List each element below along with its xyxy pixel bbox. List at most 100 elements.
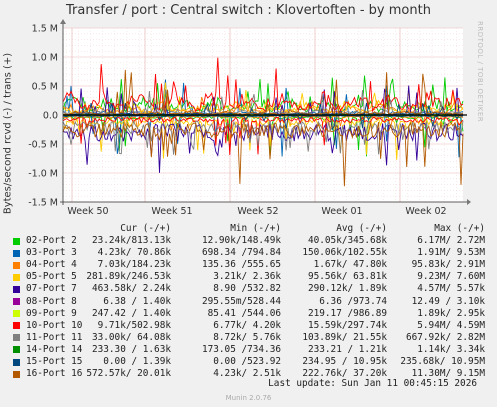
legend-value-cur: 6.38 / 1.40k [103,295,171,307]
x-tick-label: Week 01 [321,206,362,217]
legend-value-max: 4.57M/ 5.57k [417,283,485,295]
chart-title: Transfer / port : Central switch : Klove… [66,3,431,18]
legend-series-name: 11-Port 11 [26,331,83,343]
chart-area: 1.5 M 1.0 M 0.5 M 0.0 -0.5 M -1.0 M -1.5 M Wee… [28,19,471,217]
legend-row: 04-Port 4 7.03k/184.23k 135.36 /555.65 1.67… [12,259,497,271]
y-axis-arrow [60,19,66,24]
legend-value-cur: 7.03k/184.23k [97,259,171,271]
legend-value-avg: 234.95 / 10.95k [302,356,387,368]
rrdtool-credit: RRDTOOL / TOBI OETIKER [476,21,484,123]
legend-value-min: 6.77k/ 4.20k [213,319,281,331]
legend-row: 11-Port 11 33.00k/ 64.08k 8.72k/ 5.76k 103.… [12,332,497,344]
series-line-trans [62,69,464,116]
legend-row: 15-Port 15 0.00 / 1.39k 0.00 /523.92 234.95… [12,356,497,368]
legend-series-name: 15-Port 15 [26,356,83,368]
legend-table: Cur (-/+) Min (-/+) Avg (-/+) Max (-/+) 02-P… [12,223,497,380]
legend-value-min: 295.55m/528.44 [201,295,281,307]
series-line-trans [62,75,464,114]
legend-value-max: 11.30M/ 9.15M [411,368,485,380]
legend-swatch [13,370,20,378]
legend-row: 03-Port 3 4.23k/ 70.86k 698.34 /794.84 150.… [12,247,497,259]
x-tick-label: Week 52 [237,206,278,217]
legend-series-name: 08-Port 8 [26,295,77,307]
y-tick-label: 1.5 M [32,24,58,35]
legend-swatch [13,285,20,293]
legend-value-cur: 0.00 / 1.39k [103,356,171,368]
legend-value-max: 667.92k/ 2.82M [405,331,485,343]
legend-value-avg: 95.56k/ 63.81k [307,271,387,283]
legend-column-header: Min (-/+) [230,223,281,234]
x-tick-label: Week 51 [151,206,192,217]
legend-value-min: 0.00 /523.92 [213,356,281,368]
legend-swatch [13,322,20,330]
legend-value-min: 135.36 /555.65 [201,259,281,271]
series-line-trans [62,57,464,113]
legend-value-cur: 247.42 / 1.40k [91,307,171,319]
y-tick-label: -1.0 M [28,169,58,180]
legend-value-max: 5.94M/ 4.59M [417,319,485,331]
legend-row: 09-Port 9 247.42 / 1.40k 85.41 /544.06 219.… [12,308,497,320]
legend-value-max: 235.68k/ 10.95M [400,356,485,368]
y-tick-label: 0.0 [43,111,58,122]
legend-swatch [13,261,20,269]
legend-value-cur: 4.23k/ 70.86k [97,247,171,259]
legend-value-cur: 463.58k/ 2.24k [91,283,171,295]
legend-row: 16-Port 16 572.57k/ 20.01k 4.23k/ 2.51k 222… [12,368,497,380]
legend-value-avg: 219.17 /986.89 [307,307,387,319]
y-tick-label: 1.0 M [32,53,58,64]
munin-version: Munin 2.0.76 [225,394,272,402]
legend-value-max: 12.49 / 3.10k [411,295,485,307]
axes [60,19,471,205]
y-tick-labels: 1.5 M 1.0 M 0.5 M 0.0 -0.5 M -1.0 M -1.5 M [28,24,58,209]
legend-value-max: 95.83k/ 2.91M [411,259,485,271]
legend-swatch [13,237,20,245]
legend-swatch [13,298,20,306]
legend-row: 05-Port 5 281.89k/246.53k 3.21k/ 2.36k 95.5… [12,271,497,283]
legend-value-min: 12.90k/148.49k [201,235,281,247]
legend-value-avg: 150.06k/102.55k [302,247,387,259]
legend-series-name: 14-Port 14 [26,343,83,355]
legend-swatch [13,249,20,257]
legend-column-header: Max (-/+) [434,223,485,234]
legend-swatch [13,310,20,318]
legend-value-cur: 281.89k/246.53k [86,271,171,283]
series-line-rcvd [62,117,464,160]
legend-column-header: Avg (-/+) [336,223,387,234]
legend-swatch [13,273,20,281]
x-tick-labels: Week 50 Week 51 Week 52 Week 01 Week 02 [67,206,446,217]
legend-value-avg: 290.12k/ 1.89k [307,283,387,295]
y-tick-label: -0.5 M [28,140,58,151]
legend-series-name: 03-Port 3 [26,247,77,259]
legend-value-avg: 1.67k/ 47.80k [313,259,387,271]
legend-series-name: 16-Port 16 [26,368,83,380]
legend-value-avg: 6.36 /973.74 [319,295,387,307]
legend-swatch [13,346,20,354]
legend-value-avg: 40.05k/345.68k [307,235,387,247]
legend-series-name: 10-Port 10 [26,319,83,331]
legend-value-cur: 23.24k/813.13k [91,235,171,247]
legend-row: 02-Port 2 23.24k/813.13k 12.90k/148.49k 40.… [12,235,497,247]
x-tick-label: Week 50 [67,206,108,217]
y-tick-label: 0.5 M [32,82,58,93]
legend-header: Cur (-/+) Min (-/+) Avg (-/+) Max (-/+) [12,223,497,235]
legend-value-min: 3.21k/ 2.36k [213,271,281,283]
legend-row: 08-Port 8 6.38 / 1.40k 295.55m/528.44 6.36 … [12,296,497,308]
legend-value-min: 698.34 /794.84 [201,247,281,259]
legend-series-name: 09-Port 9 [26,307,77,319]
legend-value-avg: 233.21 / 1.21k [307,343,387,355]
legend-row: 14-Port 14 233.30 / 1.63k 173.05 /734.36 23… [12,344,497,356]
series-line-rcvd [62,115,464,131]
legend-value-avg: 15.59k/297.74k [307,319,387,331]
legend-swatch [13,358,20,366]
series-line-rcvd [62,121,464,187]
legend-value-avg: 103.89k/ 21.55k [302,331,387,343]
legend-value-cur: 33.00k/ 64.08k [91,331,171,343]
series-line-rcvd [62,115,464,156]
series-line-rcvd [62,119,464,155]
legend-swatch [13,334,20,342]
legend-value-max: 9.23M/ 7.60M [417,271,485,283]
legend-value-max: 1.89k/ 2.95k [417,307,485,319]
legend-value-min: 85.41 /544.06 [207,307,281,319]
legend-value-min: 173.05 /734.36 [201,343,281,355]
legend-value-max: 6.17M/ 2.72M [417,235,485,247]
